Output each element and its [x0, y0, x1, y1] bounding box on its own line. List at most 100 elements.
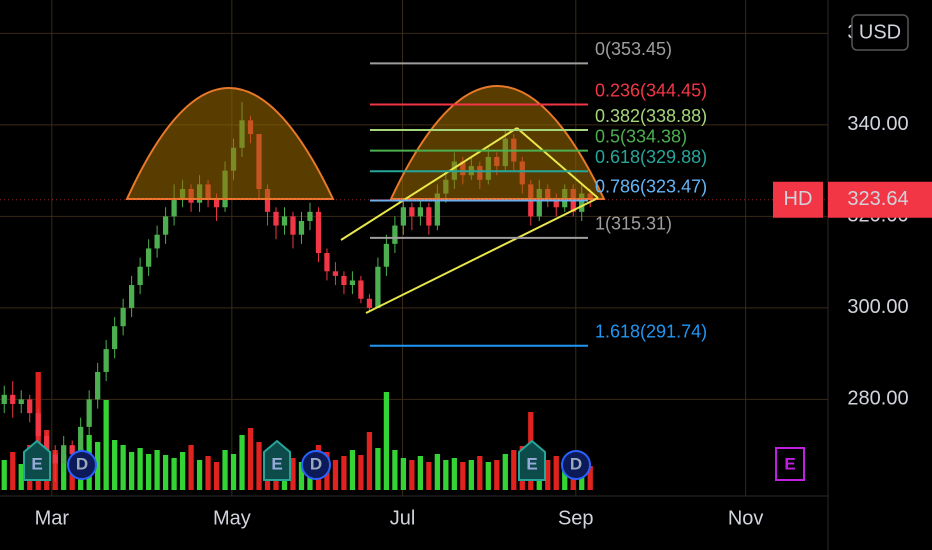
candle-body — [400, 207, 407, 226]
dividend-label: D — [310, 454, 322, 473]
volume-bar — [426, 462, 432, 490]
volume-bar — [120, 445, 126, 490]
volume-bar — [417, 456, 424, 490]
volume-bar — [230, 454, 237, 490]
candle-body — [44, 436, 50, 455]
volume-bar — [239, 435, 245, 490]
earnings-badge — [518, 439, 546, 481]
symbol-badge — [773, 181, 823, 218]
candle-body — [86, 399, 92, 427]
x-tick-label: Jul — [390, 507, 416, 529]
channel-line — [516, 127, 599, 199]
fib-level-label: 0.618(329.88) — [595, 147, 707, 167]
candle-body — [103, 349, 109, 372]
volume-bar — [434, 454, 440, 490]
x-tick-label: Nov — [728, 507, 764, 529]
candle-body — [171, 198, 177, 217]
volume-bar — [383, 392, 390, 490]
candle-body — [341, 275, 347, 286]
fib-level-label: 0.236(344.45) — [595, 80, 707, 100]
x-tick-label: Sep — [558, 507, 594, 529]
candle-body — [52, 454, 58, 464]
candle-body — [27, 399, 33, 414]
channel-line — [340, 127, 518, 241]
candle-body — [392, 225, 398, 244]
volume-bar — [290, 458, 296, 490]
candle-body — [290, 216, 296, 235]
fibonacci: 0(353.45) 0.236(344.45) 0.382(338.88)0.5(3… — [370, 39, 707, 347]
volume-bar — [375, 448, 381, 490]
volume-bar — [145, 454, 152, 490]
volume-bar — [451, 458, 457, 490]
y-tick-label: 340.00 — [847, 113, 908, 135]
fib-level-label: 0.5(334.38) — [595, 126, 687, 146]
event-markers: E D E D E D E — [23, 439, 805, 481]
last-price-label: 323.64 — [847, 188, 908, 210]
volume-bar — [171, 458, 177, 490]
candle-body — [375, 266, 381, 308]
candle-body — [383, 243, 390, 267]
volume-bar — [494, 460, 500, 490]
earnings-label: E — [31, 454, 42, 473]
volume-bar — [562, 462, 568, 490]
candle-body — [409, 207, 415, 217]
candle-body — [358, 280, 364, 299]
candle-body — [162, 216, 169, 235]
earnings-badge — [263, 439, 291, 481]
volume-bar — [103, 400, 109, 490]
volume-bar — [222, 450, 228, 490]
dividend-badge — [561, 450, 591, 480]
volume-bar — [553, 456, 559, 490]
dividend-label: D — [570, 454, 582, 473]
y-tick-label: 280.00 — [847, 388, 908, 410]
candle-body — [264, 188, 271, 212]
candle-body — [61, 445, 67, 464]
volume-bar — [477, 456, 483, 490]
candle-body — [120, 307, 126, 327]
candle-body — [137, 266, 143, 286]
candle-body — [112, 326, 118, 350]
volume-bar — [545, 460, 551, 490]
currency-button[interactable]: USD — [851, 14, 909, 51]
volume-bar — [349, 450, 356, 490]
volume-bar — [18, 464, 24, 490]
axes: 280.00300.00320.00340.00360.00MarMayJulS… — [35, 22, 909, 530]
volume-bar — [137, 448, 143, 490]
volume-bar — [154, 450, 160, 490]
x-tick-label: May — [213, 507, 251, 529]
candle-body — [1, 394, 7, 404]
last-price: HD 323.64 — [0, 181, 932, 218]
x-tick-label: Mar — [35, 507, 70, 529]
volume-bar — [332, 460, 339, 490]
candle-body — [10, 394, 16, 404]
candle-body — [69, 445, 75, 455]
volume-bar — [587, 466, 593, 490]
candle-body — [315, 211, 322, 254]
volume-bar — [485, 462, 491, 490]
volume-bar — [247, 428, 254, 490]
candle-body — [95, 371, 101, 400]
candle-body — [553, 198, 559, 208]
candle-body — [536, 188, 542, 217]
volume-bar — [188, 445, 194, 490]
volume-bar — [468, 460, 474, 490]
volume-bar — [179, 452, 186, 490]
candle-body — [154, 234, 160, 249]
candle-body — [18, 399, 24, 404]
currency-button-box[interactable] — [851, 14, 909, 51]
fib-level-label: 0.786(323.47) — [595, 176, 707, 196]
candle-body — [273, 211, 279, 226]
candle-body — [324, 253, 330, 272]
volume-bar — [502, 454, 508, 490]
volume-bar — [443, 460, 449, 490]
cup-arc — [125, 87, 335, 200]
volume-bar — [196, 460, 203, 490]
volume-bar — [511, 450, 517, 490]
volume-bar — [392, 450, 398, 490]
upcoming-earnings-label: E — [784, 454, 795, 473]
volume-bar — [358, 455, 364, 490]
candle-body — [307, 211, 313, 221]
candle-body — [579, 193, 585, 212]
currency-label[interactable]: USD — [859, 21, 901, 43]
